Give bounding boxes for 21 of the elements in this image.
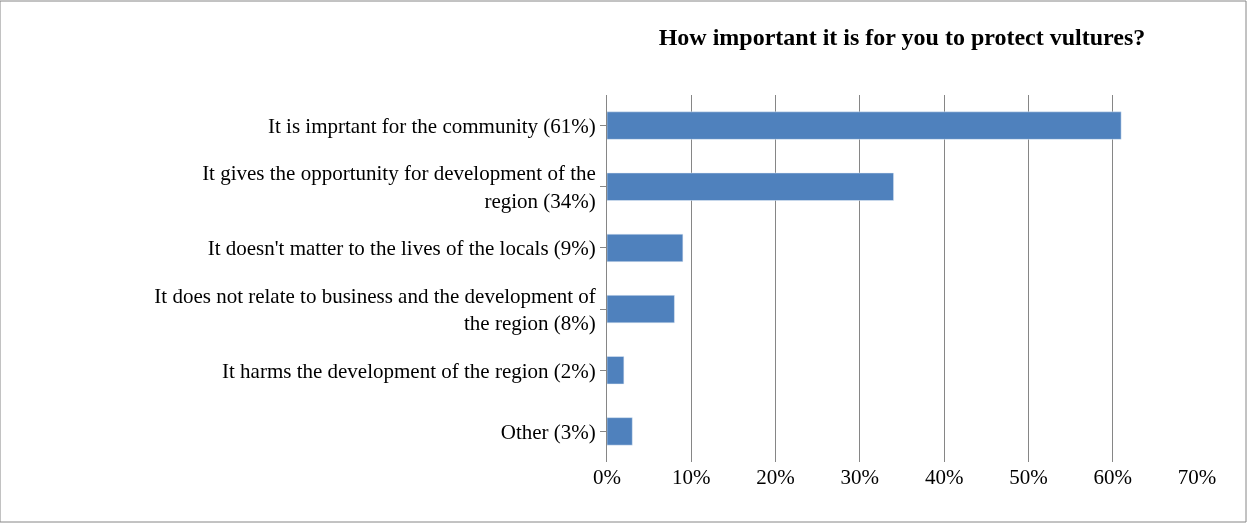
y-tick-label: It does not relate to business and the development of the region (8%) bbox=[154, 283, 596, 336]
y-tick-label: Other (3%) bbox=[500, 419, 596, 444]
bar bbox=[607, 356, 625, 385]
y-tick-label: It harms the development of the region (2%) bbox=[222, 358, 596, 383]
bar bbox=[607, 295, 675, 324]
bar bbox=[607, 111, 1122, 140]
bar bbox=[607, 172, 894, 201]
x-tick-label: 20% bbox=[756, 465, 795, 489]
x-tick-label: 0% bbox=[593, 465, 621, 489]
x-tick-label: 10% bbox=[672, 465, 711, 489]
x-tick-label: 50% bbox=[1009, 465, 1048, 489]
y-tick-label: It is imprtant for the community (61%) bbox=[268, 113, 596, 138]
x-tick-label: 30% bbox=[840, 465, 880, 489]
x-tick-label: 40% bbox=[924, 465, 964, 489]
y-tick-label: It gives the opportunity for development of the region (34%) bbox=[202, 161, 596, 213]
chart-title: How important it is for you to protect vultures? bbox=[658, 24, 1146, 51]
x-tick-label: 60% bbox=[1093, 465, 1132, 489]
x-tick-label: 70% bbox=[1177, 465, 1217, 489]
bar bbox=[607, 417, 633, 446]
bar bbox=[607, 233, 684, 262]
y-tick-label: It doesn't matter to the lives of the locals (9%) bbox=[207, 236, 596, 261]
